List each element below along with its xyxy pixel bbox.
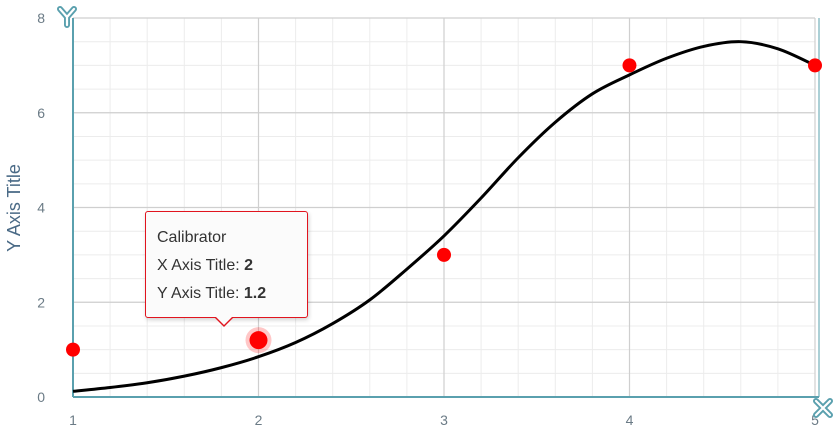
y-axis-icon[interactable] (56, 6, 78, 28)
y-tick-labels: 0 2 4 6 8 (37, 10, 45, 405)
tooltip-title: Calibrator (157, 229, 227, 246)
tooltip: Calibrator X Axis Title: 2 Y Axis Title:… (145, 211, 308, 327)
tooltip-x-label: X Axis Title: (157, 257, 240, 274)
y-tick-label: 4 (37, 200, 45, 216)
tooltip-caret-fill (215, 316, 233, 325)
x-tick-label: 5 (811, 412, 819, 428)
data-points (66, 58, 822, 357)
x-axis-icon[interactable] (812, 397, 834, 419)
y-tick-label: 8 (37, 10, 45, 26)
y-tick-label: 2 (37, 294, 45, 310)
x-tick-label: 1 (69, 412, 77, 428)
tooltip-y-value: 1.2 (243, 285, 267, 302)
x-tick-label: 3 (440, 412, 448, 428)
x-tick-labels: 1 2 3 4 5 (69, 412, 819, 428)
tooltip-x-row: X Axis Title: 2 (157, 255, 307, 283)
x-tick-label: 2 (255, 412, 263, 428)
axes (72, 18, 820, 398)
y-tick-label: 6 (37, 105, 45, 121)
tooltip-x-value: 2 (244, 257, 254, 274)
y-axis-title: Y Axis Title (4, 164, 24, 252)
data-point (437, 247, 451, 262)
data-point (808, 58, 822, 73)
x-tick-label: 4 (626, 412, 634, 428)
data-point-highlighted (249, 331, 268, 350)
data-point (66, 342, 80, 357)
y-tick-label: 0 (37, 389, 45, 405)
tooltip-y-label: Y Axis Title: (157, 285, 240, 302)
fit-curve (72, 40, 816, 393)
data-point (622, 58, 637, 73)
tooltip-y-row: Y Axis Title: 1.2 (157, 283, 307, 311)
